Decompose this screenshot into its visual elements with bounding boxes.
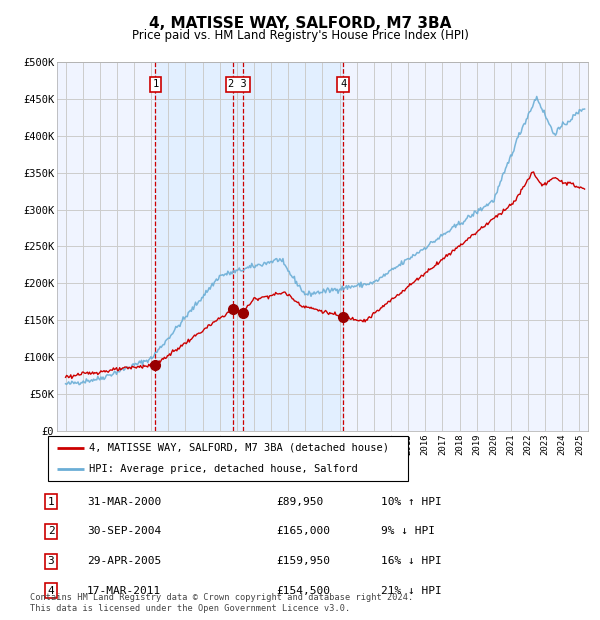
Text: 17-MAR-2011: 17-MAR-2011	[87, 586, 161, 596]
Text: 10% ↑ HPI: 10% ↑ HPI	[381, 497, 442, 507]
Text: Price paid vs. HM Land Registry's House Price Index (HPI): Price paid vs. HM Land Registry's House …	[131, 30, 469, 42]
Text: 30-SEP-2004: 30-SEP-2004	[87, 526, 161, 536]
Text: 4: 4	[47, 586, 55, 596]
Text: 4, MATISSE WAY, SALFORD, M7 3BA: 4, MATISSE WAY, SALFORD, M7 3BA	[149, 16, 451, 31]
Text: 1: 1	[152, 79, 158, 89]
Text: 2: 2	[47, 526, 55, 536]
Bar	[155, 62, 233, 431]
Text: HPI: Average price, detached house, Salford: HPI: Average price, detached house, Salf…	[89, 464, 358, 474]
Text: 3: 3	[47, 556, 55, 566]
Text: £159,950: £159,950	[276, 556, 330, 566]
Text: £89,950: £89,950	[276, 497, 323, 507]
Text: £165,000: £165,000	[276, 526, 330, 536]
Text: £154,500: £154,500	[276, 586, 330, 596]
Bar	[233, 62, 343, 431]
Text: 21% ↓ HPI: 21% ↓ HPI	[381, 586, 442, 596]
Text: 4: 4	[340, 79, 346, 89]
Text: 2 3: 2 3	[228, 79, 247, 89]
Text: 4, MATISSE WAY, SALFORD, M7 3BA (detached house): 4, MATISSE WAY, SALFORD, M7 3BA (detache…	[89, 443, 389, 453]
Text: 16% ↓ HPI: 16% ↓ HPI	[381, 556, 442, 566]
Text: 1: 1	[47, 497, 55, 507]
Text: 31-MAR-2000: 31-MAR-2000	[87, 497, 161, 507]
FancyBboxPatch shape	[48, 436, 408, 480]
Text: Contains HM Land Registry data © Crown copyright and database right 2024.
This d: Contains HM Land Registry data © Crown c…	[30, 593, 413, 613]
Text: 29-APR-2005: 29-APR-2005	[87, 556, 161, 566]
Text: 9% ↓ HPI: 9% ↓ HPI	[381, 526, 435, 536]
